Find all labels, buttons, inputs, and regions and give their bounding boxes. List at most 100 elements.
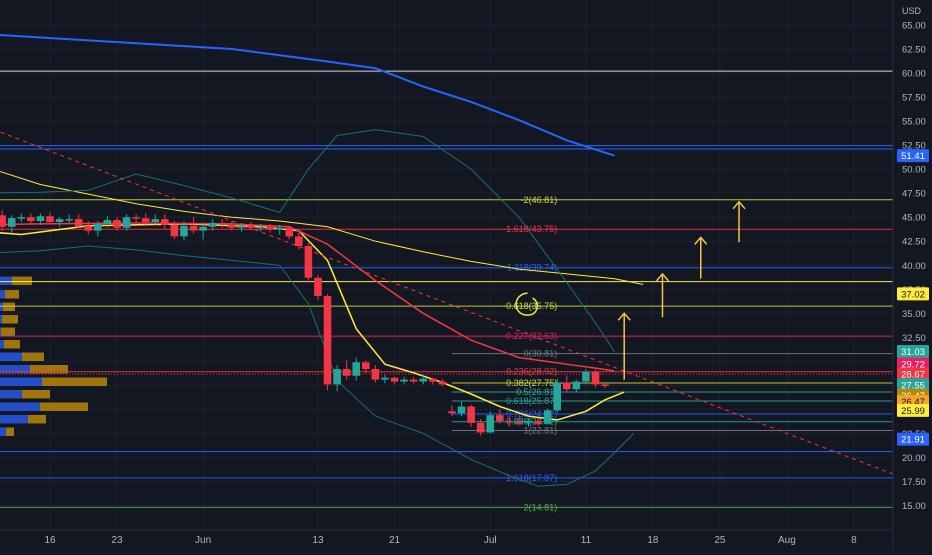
candle-body-41 [295,236,303,247]
projection-arrow-3 [732,200,746,243]
candle-body-68 [553,382,562,411]
y-tick-20: 15.00 [902,501,926,512]
candle-body-25 [141,218,150,223]
fib-label-2: -1.118(39.74) [504,263,557,273]
indicator-lines [0,34,644,487]
fib-label-0: -2(46.81) [521,195,558,205]
price-badge-5: 27.55 [897,378,929,392]
fib-label-9: 0.618(25.87) [506,396,557,406]
volume-profile [0,276,107,436]
y-tick-4: 55.00 [902,117,926,128]
candle-body-52 [400,379,408,382]
x-tick-10: 8 [851,535,857,546]
volume-bar-blue-2 [0,302,3,312]
time-axis-background [0,530,893,550]
price-badge-label-0: 51.41 [901,151,925,162]
candle-body-18 [74,219,83,226]
candle-body-44 [323,296,332,385]
candle-body-51 [390,377,399,382]
candle-body-62 [495,415,504,421]
fib-label-4: -0.227(32.63) [503,331,557,341]
price-badge-label-3: 29.72 [901,360,925,371]
price-badge-label-7: 26.47 [901,397,925,408]
projection-arrow-1 [655,272,670,318]
candles [0,210,609,436]
indicator-line-4 [0,129,616,352]
price-axis-background [893,0,932,550]
candle-body-56 [438,381,447,385]
trendline [0,131,932,490]
projection-arrows [515,200,746,380]
price-badge-4: 28.67 [897,367,929,381]
fib-label-13: 1.618(17.87) [506,473,557,483]
volume-bar-gold-3 [2,315,18,324]
volume-bar-blue-9 [0,389,22,399]
candle-body-53 [409,379,418,382]
fib-label-7: 0.382(27.75) [506,378,557,388]
candle-body-11 [7,218,16,227]
indicator-line-1 [0,170,644,285]
volume-bar-gold-6 [22,352,44,362]
volume-bar-gold-0 [12,276,32,286]
fib-label-10: 0.786(24.52) [506,409,557,419]
candle-body-69 [562,382,571,390]
price-badge-3: 29.72 [897,357,929,371]
y-tick-8: 45.00 [902,213,926,224]
candle-body-50 [381,377,389,380]
volume-bar-gold-1 [5,290,19,299]
candle-body-61 [486,415,495,433]
price-badge-0: 51.41 [897,149,929,163]
price-badge-9: 21.91 [897,432,929,446]
y-tick-7: 47.50 [902,189,926,200]
volume-bar-gold-12 [6,427,14,436]
fib-label-8: 0.5(26.81) [516,387,557,397]
horizontal-lines [0,70,893,453]
currency-label: USD [902,6,922,16]
volume-bar-gold-10 [40,402,88,411]
candle-body-48 [362,362,370,370]
y-tick-3: 57.50 [902,93,926,104]
price-badge-8: 25.99 [897,403,929,417]
candle-body-71 [582,371,590,382]
indicator-line-5 [0,245,635,487]
candle-body-73 [601,384,609,386]
volume-bar-blue-5 [0,340,4,349]
price-badge-label-4: 28.67 [901,370,925,381]
candle-body-21 [103,220,112,224]
volume-bar-blue-7 [0,364,30,374]
candle-body-10 [0,215,6,227]
candle-body-58 [457,406,466,414]
candle-body-66 [534,420,542,424]
candle-body-59 [467,406,475,423]
candle-body-38 [266,226,274,230]
indicator-line-0 [0,34,615,157]
x-tick-2: Jun [195,535,211,546]
y-tick-19: 17.50 [902,477,926,488]
candle-body-39 [275,227,284,230]
y-tick-5: 52.50 [902,141,926,152]
volume-bar-blue-0 [0,276,12,286]
candle-body-36 [247,225,255,228]
candle-body-35 [237,225,246,228]
x-tick-0: 16 [44,535,56,546]
time-axis[interactable]: 1623Jun1321Jul111825Aug815 [44,535,926,546]
candle-body-64 [515,421,523,424]
candle-body-70 [572,381,581,390]
volume-bar-blue-3 [0,315,2,324]
candle-body-29 [180,225,188,237]
volume-bar-blue-11 [0,414,28,424]
candle-body-26 [151,219,160,223]
y-tick-0: 65.00 [902,21,926,32]
indicator-line-2 [0,223,625,421]
x-tick-7: 18 [647,535,659,546]
candle-body-72 [591,371,600,385]
price-badge-label-1: 37.02 [901,289,925,300]
candle-body-19 [84,225,93,231]
candle-body-49 [371,369,380,380]
volume-bar-gold-2 [3,302,15,312]
y-tick-1: 62.50 [902,45,926,56]
candle-body-16 [55,219,64,223]
volume-bar-gold-4 [1,327,15,337]
